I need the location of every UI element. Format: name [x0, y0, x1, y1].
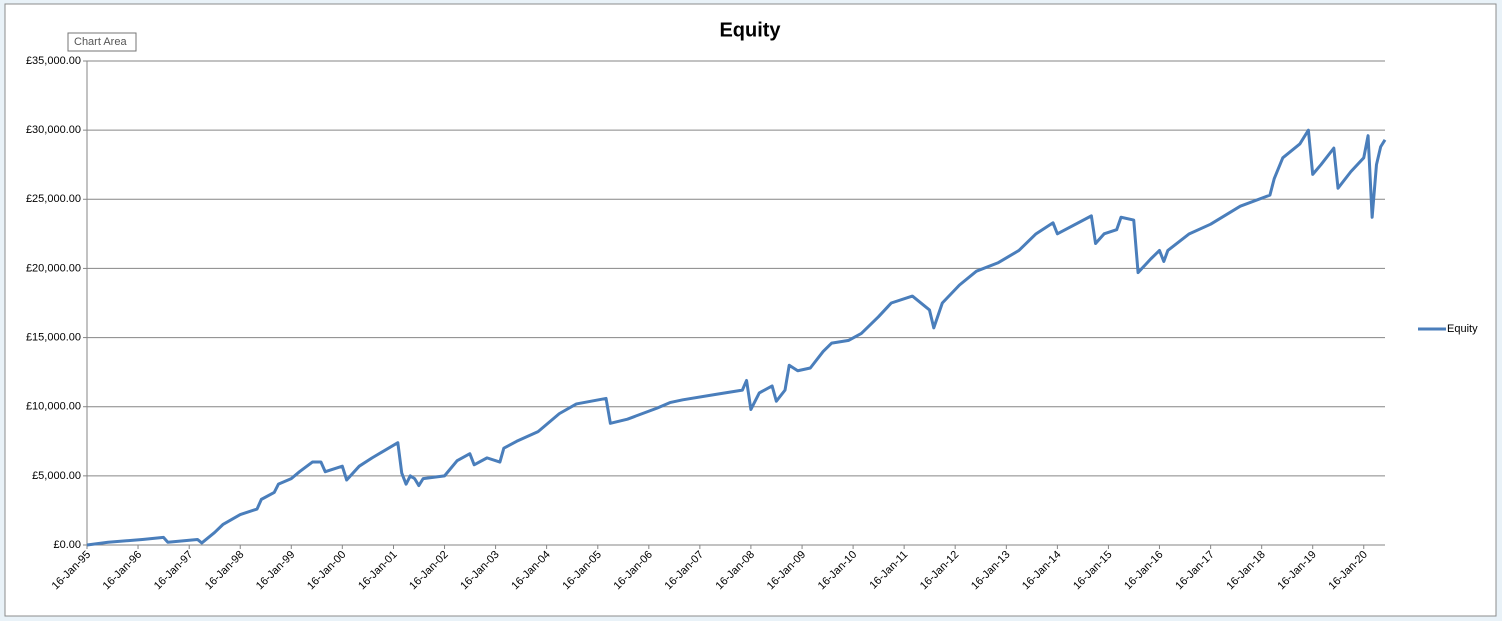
chart-area[interactable]	[4, 3, 1497, 617]
tooltip: Chart Area	[74, 36, 127, 48]
tooltip-box	[67, 32, 137, 52]
y-tick-label: £35,000.00	[26, 55, 81, 67]
y-tick-label: £30,000.00	[26, 124, 81, 136]
y-tick-label: £5,000.00	[32, 470, 81, 482]
y-tick-label: £20,000.00	[26, 262, 81, 274]
y-tick-label: £0.00	[53, 539, 81, 551]
line-series	[86, 128, 1387, 547]
y-tick-label: £10,000.00	[26, 401, 81, 413]
legend-label: Equity	[1447, 323, 1478, 335]
y-tick-label: £15,000.00	[26, 331, 81, 343]
chart-title: Equity	[719, 19, 781, 41]
y-tick-label: £25,000.00	[26, 193, 81, 205]
